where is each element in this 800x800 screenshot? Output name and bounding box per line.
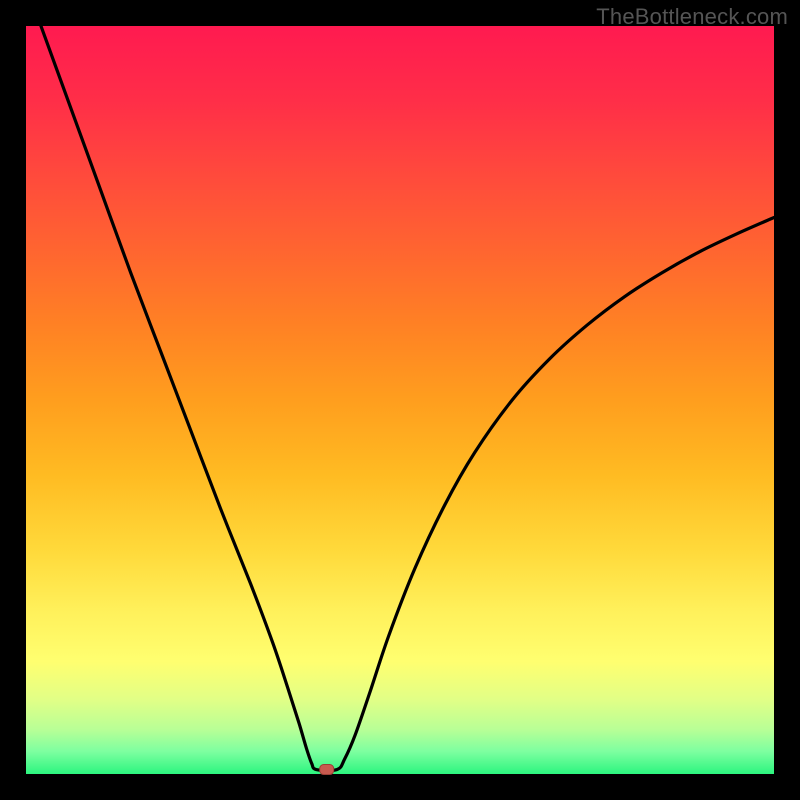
bottleneck-chart (0, 0, 800, 800)
chart-container: TheBottleneck.com (0, 0, 800, 800)
watermark-text: TheBottleneck.com (596, 4, 788, 30)
plot-background (26, 26, 774, 774)
optimum-marker (320, 765, 334, 775)
